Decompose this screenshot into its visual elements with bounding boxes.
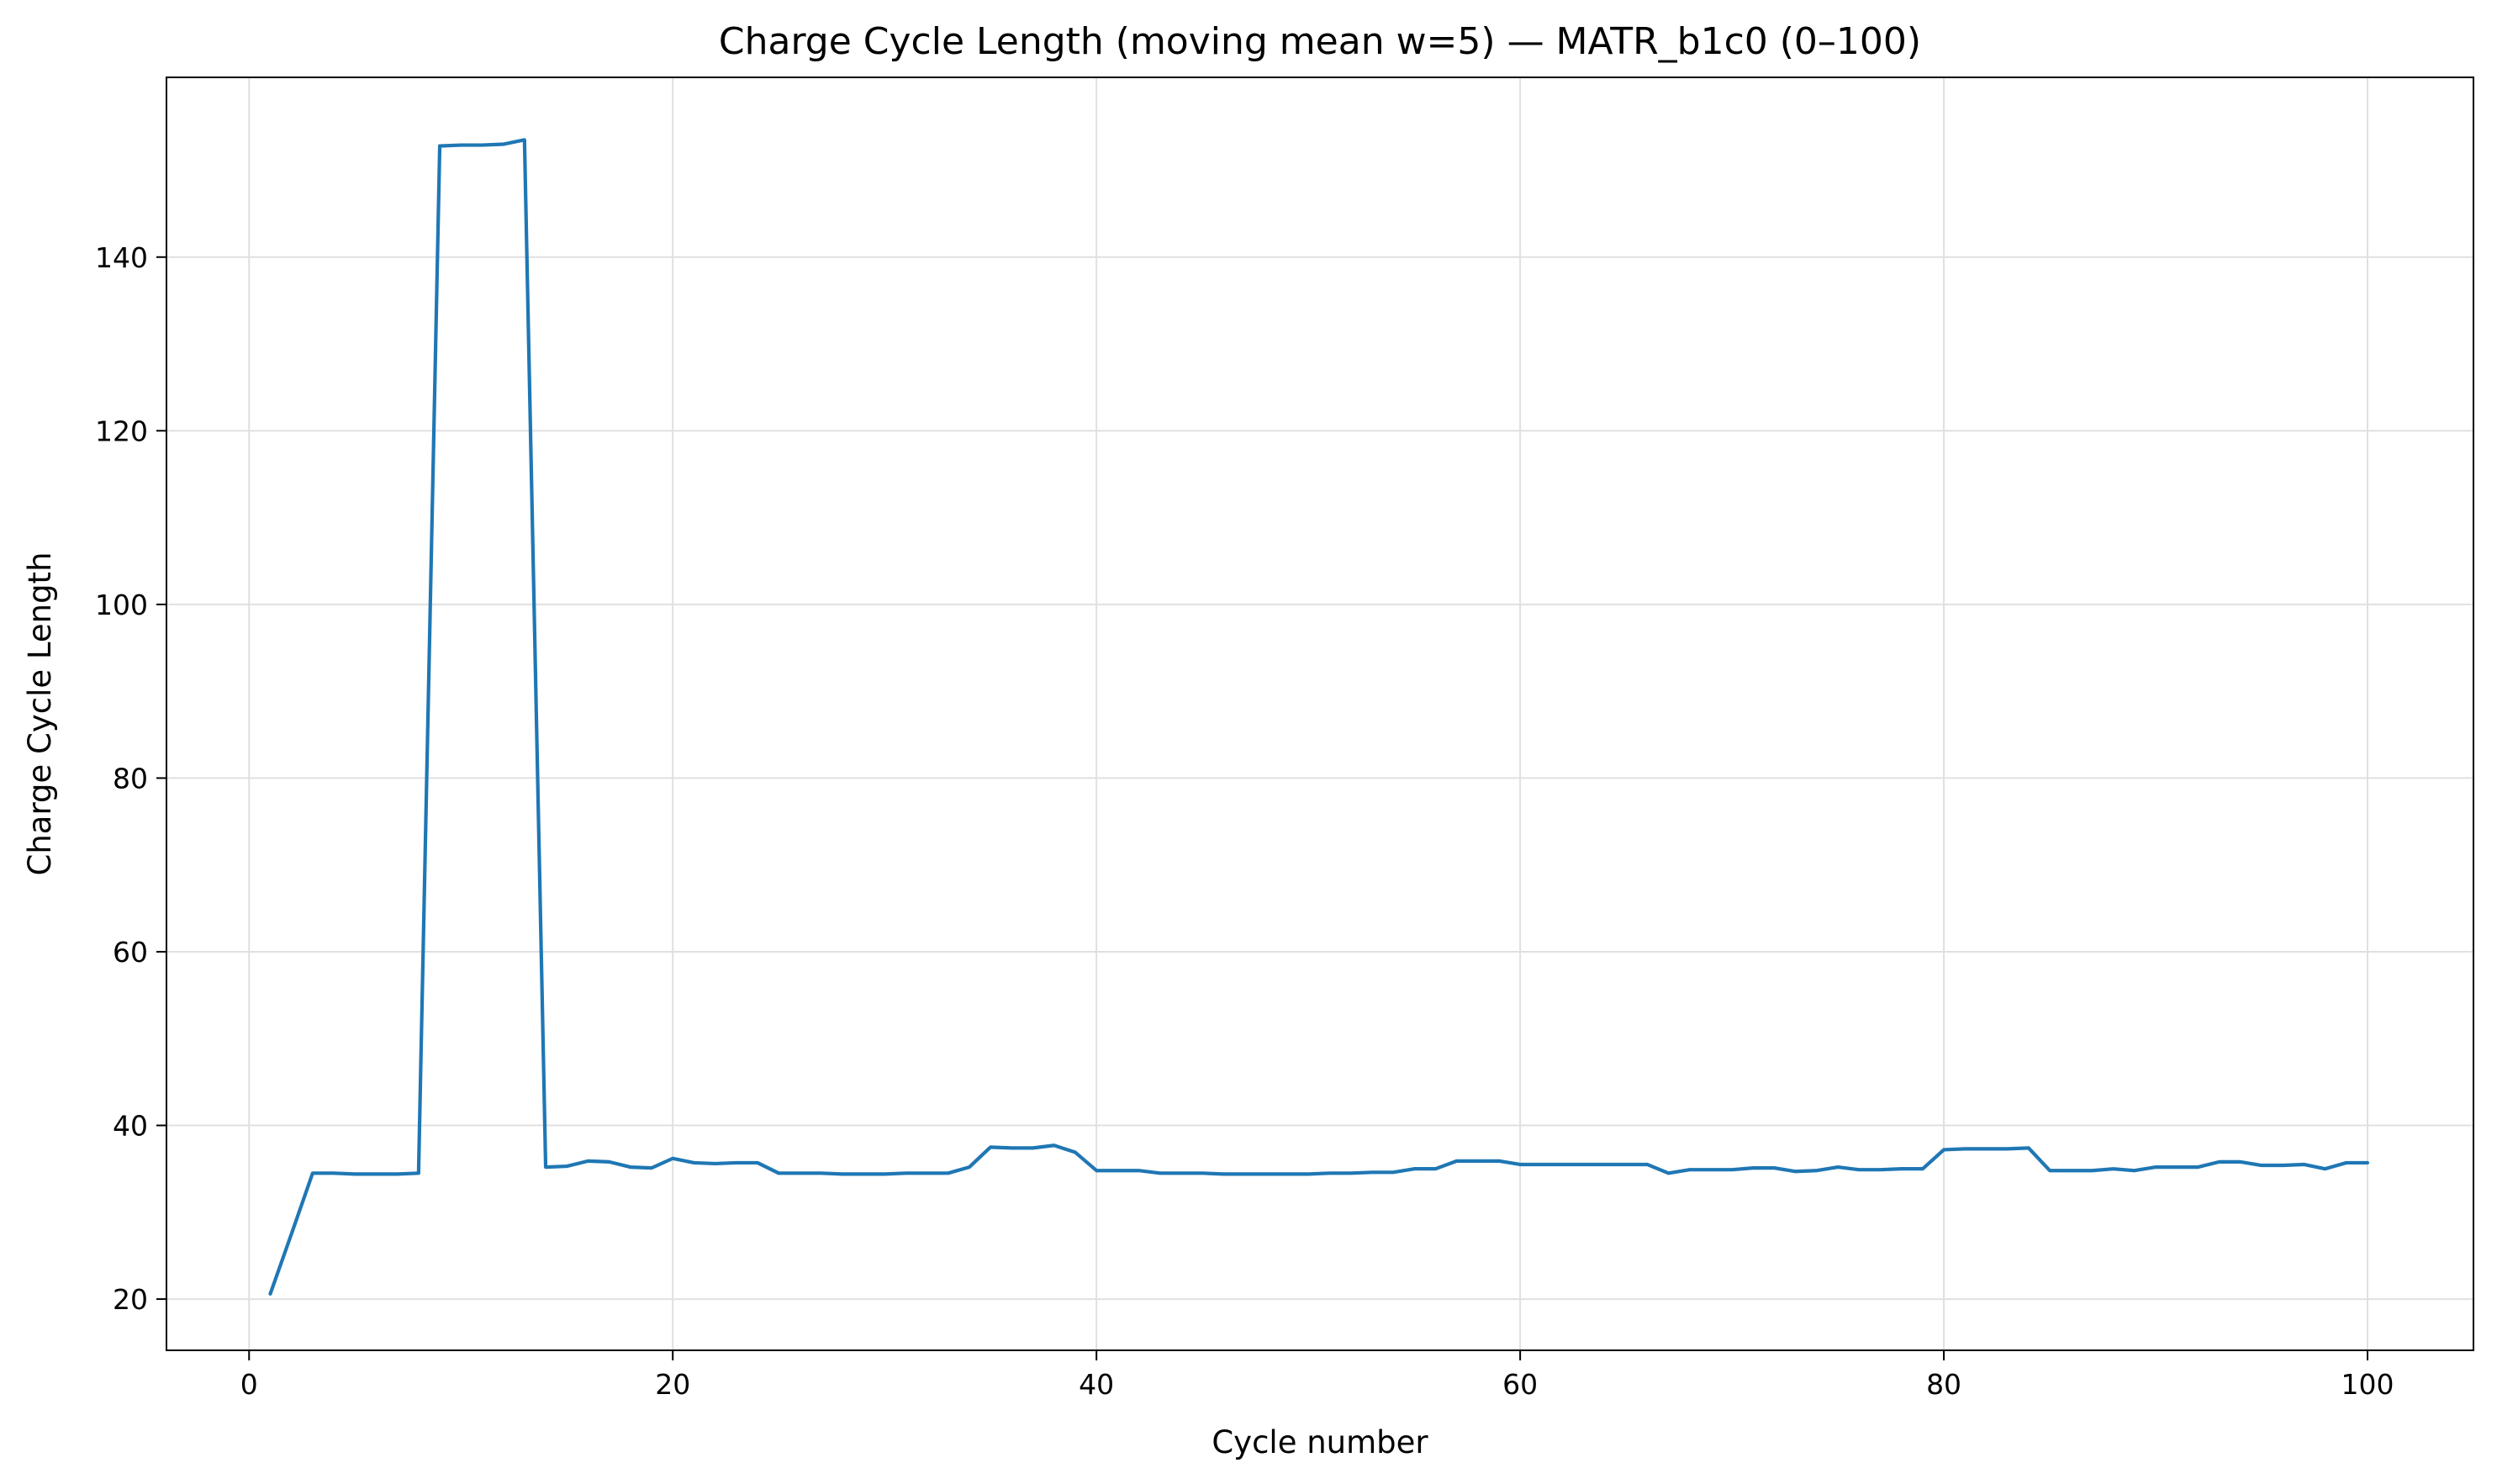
y-tick-label: 20 [113, 1283, 148, 1316]
chart-title: Charge Cycle Length (moving mean w=5) — … [719, 20, 1921, 63]
axis-ticks: 0 20 40 60 80 100 20 40 60 80 100 120 140 [95, 241, 2394, 1401]
series-layer [268, 138, 2370, 1296]
y-tick-label: 40 [113, 1110, 148, 1143]
plot-frame [166, 77, 2474, 1351]
y-tick-label: 140 [95, 241, 148, 274]
x-tick-label: 80 [1926, 1368, 1961, 1401]
x-tick-label: 0 [240, 1368, 258, 1401]
x-tick-label: 40 [1079, 1368, 1114, 1401]
x-tick-label: 100 [2341, 1368, 2394, 1401]
grid [166, 77, 2473, 1350]
y-tick-label: 60 [113, 936, 148, 969]
x-tick-label: 60 [1502, 1368, 1538, 1401]
series-line [268, 138, 2370, 1296]
y-axis-title: Charge Cycle Length [22, 552, 58, 875]
y-tick-label: 120 [95, 415, 148, 447]
y-tick-label: 100 [95, 589, 148, 621]
y-tick-label: 80 [113, 762, 148, 795]
x-axis-title: Cycle number [1212, 1424, 1428, 1460]
x-tick-label: 20 [655, 1368, 690, 1401]
